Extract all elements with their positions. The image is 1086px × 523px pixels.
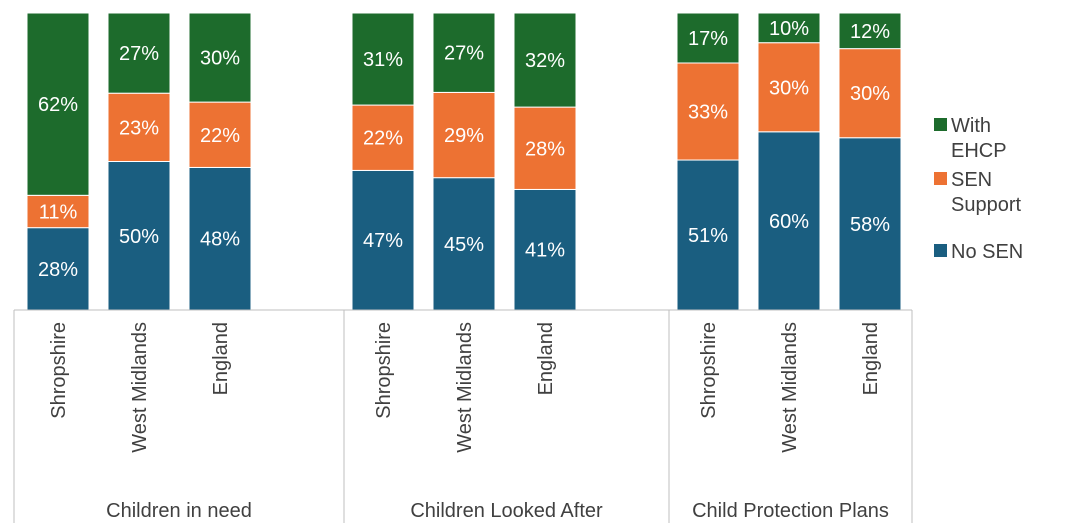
bar-segment	[107, 12, 171, 94]
bar-segment	[351, 104, 415, 171]
legend-label: With	[951, 115, 991, 137]
data-label: 58%	[850, 214, 890, 236]
bar-segment	[838, 137, 902, 311]
bars-layer: 28% 11% 62% 50% 23% 27% 48% 22% 30% 47% 22% 31% 45% 2…	[26, 12, 902, 311]
data-label: 23%	[119, 117, 159, 139]
group-labels-layer: Children in need Children Looked After Chi…	[106, 500, 889, 522]
bar-segment	[757, 42, 821, 133]
bar-segment	[107, 161, 171, 311]
data-label: 27%	[444, 43, 484, 65]
category-labels-layer: Shropshire West Midlands England Shropshire…	[48, 322, 882, 453]
data-label: 60%	[769, 211, 809, 233]
bar-segment	[188, 101, 252, 168]
bar-segment	[513, 106, 577, 190]
bar-segment	[513, 12, 577, 108]
bar-segment	[432, 177, 496, 311]
category-label: West Midlands	[129, 322, 151, 453]
bar-segment	[676, 62, 740, 161]
data-label: 28%	[38, 259, 78, 281]
legend: With EHCP SEN Support No SEN	[934, 115, 1023, 263]
category-label: England	[535, 322, 557, 395]
legend-label: EHCP	[951, 140, 1007, 162]
data-label: 47%	[363, 230, 403, 252]
bar-segment	[838, 12, 902, 50]
data-label: 62%	[38, 94, 78, 116]
bar-segment	[676, 12, 740, 64]
legend-label: No SEN	[951, 241, 1023, 263]
data-label: 31%	[363, 49, 403, 71]
data-label: 33%	[688, 102, 728, 124]
data-label: 22%	[200, 125, 240, 147]
data-label: 10%	[769, 18, 809, 40]
category-label: England	[210, 322, 232, 395]
data-label: 30%	[200, 48, 240, 70]
bar-segment	[351, 169, 415, 311]
data-label: 12%	[850, 21, 890, 43]
bar-segment	[757, 12, 821, 44]
category-label: Shropshire	[698, 322, 720, 419]
group-label: Children in need	[106, 500, 252, 522]
bar-segment	[432, 12, 496, 93]
legend-swatch	[934, 172, 947, 185]
data-label: 30%	[850, 83, 890, 105]
bar-segment	[351, 12, 415, 106]
category-label: West Midlands	[779, 322, 801, 453]
category-label: Shropshire	[373, 322, 395, 419]
data-label: 45%	[444, 234, 484, 256]
legend-swatch	[934, 244, 947, 257]
legend-label: SEN	[951, 169, 992, 191]
data-label: 51%	[688, 225, 728, 247]
data-label: 50%	[119, 226, 159, 248]
data-label: 11%	[39, 201, 78, 223]
category-label: England	[860, 322, 882, 395]
bar-segment	[26, 194, 90, 229]
data-label: 48%	[200, 229, 240, 251]
category-label: West Midlands	[454, 322, 476, 453]
bar-segment	[676, 159, 740, 311]
legend-swatch	[934, 118, 947, 131]
axes-layer	[13, 309, 913, 523]
bar-segment	[188, 12, 252, 103]
data-label: 41%	[525, 240, 565, 262]
bar-segment	[513, 188, 577, 311]
data-label: 30%	[769, 77, 809, 99]
data-label: 29%	[444, 125, 484, 147]
data-label: 28%	[525, 138, 565, 160]
data-label: 32%	[525, 50, 565, 72]
data-label: 17%	[688, 28, 728, 50]
bar-segment	[107, 92, 171, 162]
group-label: Children Looked After	[410, 500, 603, 522]
group-label: Child Protection Plans	[692, 500, 889, 522]
data-label: 22%	[363, 128, 403, 150]
data-label: 27%	[119, 43, 159, 65]
legend-label: Support	[951, 194, 1021, 216]
category-label: Shropshire	[48, 322, 70, 419]
bar-segment	[838, 48, 902, 139]
bar-segment	[26, 12, 90, 196]
bar-segment	[26, 227, 90, 311]
